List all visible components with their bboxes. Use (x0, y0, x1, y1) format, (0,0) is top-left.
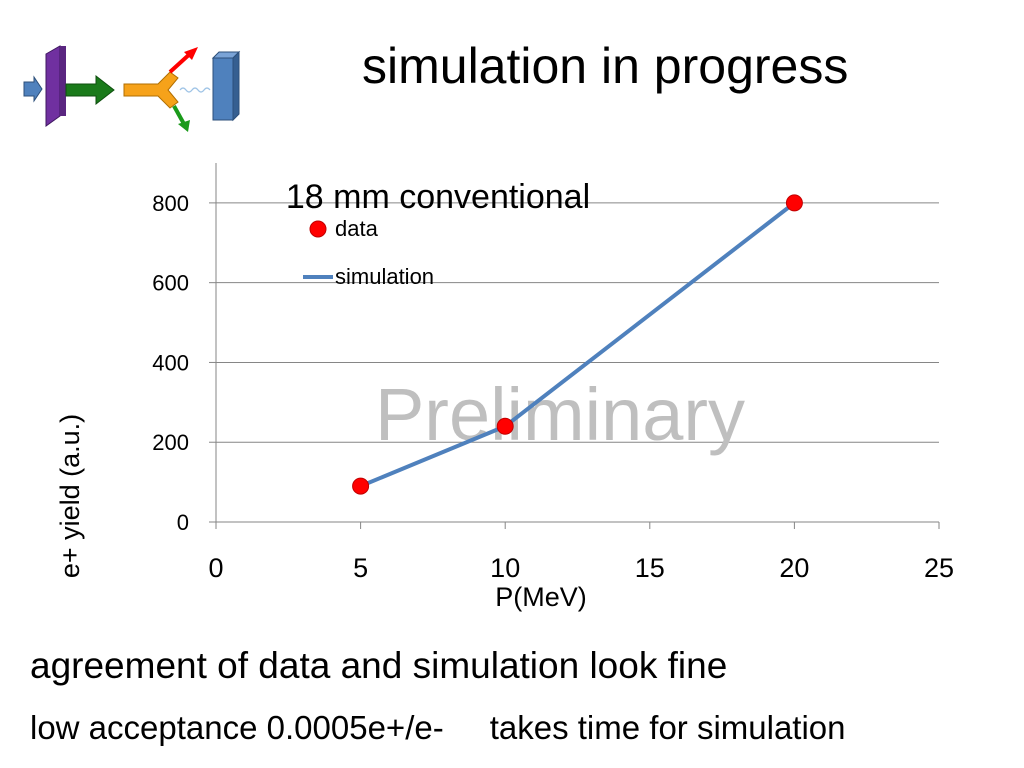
y-tick-label-800: 800 (152, 191, 189, 216)
target-plate-icon (45, 45, 61, 127)
x-tick-label-25: 25 (924, 553, 954, 583)
x-tick-label-5: 5 (353, 553, 368, 583)
y-tick-label-400: 400 (152, 350, 189, 375)
summary-line: agreement of data and simulation look fi… (30, 645, 728, 686)
acceptance-note: low acceptance 0.0005e+/e- (30, 709, 444, 746)
note-line: low acceptance 0.0005e+/e-takes time for… (30, 706, 846, 750)
red-arrow-icon (184, 47, 198, 60)
detector-block-icon (212, 57, 234, 121)
legend-simulation-label: simulation (335, 264, 434, 289)
splitter-icon (123, 71, 179, 109)
preliminary-watermark: Preliminary (375, 373, 745, 456)
y-tick-label-200: 200 (152, 430, 189, 455)
x-tick-label-15: 15 (635, 553, 665, 583)
legend: data simulation (303, 216, 434, 289)
legend-data-label: data (335, 216, 379, 241)
x-axis-label: P(MeV) (495, 582, 587, 612)
e-yield-line-chart: 0 200 400 600 800 0 5 10 15 20 25 Preliminary 18 m… (55, 163, 954, 612)
y-tick-label-0: 0 (177, 510, 189, 535)
slide-title: simulation in progress (362, 38, 849, 94)
data-point-20 (785, 194, 803, 212)
x-tick-label-20: 20 (779, 553, 809, 583)
data-point-10 (496, 417, 514, 435)
x-tick-label-10: 10 (490, 553, 520, 583)
data-point-5 (352, 477, 370, 495)
chart-title: 18 mm conventional (286, 178, 590, 216)
gridlines (216, 202, 939, 443)
y-tick-label-600: 600 (152, 271, 189, 296)
axes: 0 200 400 600 800 0 5 10 15 20 25 (152, 163, 954, 583)
green-arrow-icon (65, 74, 115, 106)
y-axis-label: e+ yield (a.u.) (55, 414, 85, 578)
green-down-arrow-icon (178, 120, 190, 132)
experiment-schematic-logo (23, 45, 241, 132)
legend-data-marker (309, 220, 327, 238)
x-tick-label-0: 0 (208, 553, 223, 583)
series (352, 194, 803, 495)
beam-arrow-icon (23, 75, 43, 103)
simulation-time-note: takes time for simulation (489, 709, 846, 746)
